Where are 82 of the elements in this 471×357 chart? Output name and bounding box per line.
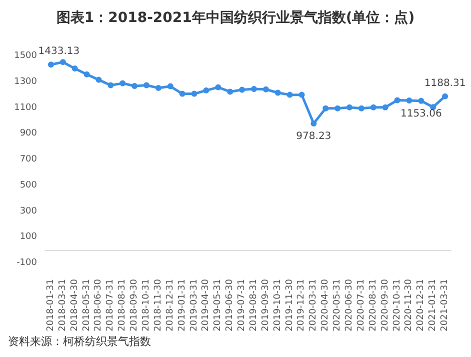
x-tick-label: 2018-09-30 — [130, 278, 140, 332]
point — [48, 62, 54, 68]
y-tick-label: 900 — [20, 128, 38, 139]
point — [167, 83, 174, 90]
x-tick-label: 2020-08-31 — [368, 279, 378, 332]
point — [120, 80, 126, 86]
x-tick-label: 2020-09-30 — [380, 278, 390, 332]
point — [334, 105, 341, 112]
x-tick-label: 2021-03-31 — [440, 279, 450, 332]
y-tick-label: 100 — [20, 232, 38, 242]
text: 资料来源：柯桥纺织景气指数 — [8, 335, 151, 348]
y-tick-label: 300 — [20, 206, 38, 216]
x-tick-label: 2020-04-30 — [320, 278, 331, 332]
y-tick-label: 500 — [20, 180, 38, 190]
x-tick-label: 2019-04-30 — [201, 278, 212, 332]
point — [394, 97, 400, 104]
x-tick-label: 2019-07-31 — [237, 279, 248, 332]
point — [250, 86, 257, 92]
point — [96, 76, 102, 83]
x-tick-label: 2019-06-30 — [225, 278, 236, 332]
point — [274, 90, 281, 96]
x-tick-label: 2019-12-31 — [296, 279, 307, 332]
y-tick-label: 700 — [20, 154, 38, 164]
point — [155, 84, 162, 91]
x-tick-label: 2018-04-30 — [70, 278, 80, 332]
x-tick-label: 2019-09-30 — [260, 278, 271, 332]
x-tick-label: 2020-11-30 — [404, 278, 414, 332]
point — [227, 88, 234, 95]
x-tick-label: 2018-10-31 — [142, 279, 152, 332]
point — [191, 90, 198, 97]
point — [262, 86, 269, 92]
point — [322, 105, 329, 112]
point — [382, 104, 388, 110]
point — [310, 120, 317, 126]
y-tick-label: 1500 — [14, 51, 38, 61]
data-label: 978.23 — [296, 131, 332, 142]
point — [346, 104, 352, 110]
x-tick-label: 2019-11-30 — [284, 278, 295, 332]
x-tick-label: 2020-07-31 — [356, 279, 366, 332]
point — [144, 82, 150, 88]
point — [358, 105, 364, 112]
x-tick-label: 2019-01-31 — [177, 279, 188, 332]
x-tick-label: 2020-05-31 — [332, 279, 343, 332]
chart-title: 图表1：2018-2021年中国纺织行业景气指数(单位：点) — [56, 9, 415, 26]
point — [286, 92, 293, 98]
point — [108, 82, 114, 88]
x-tick-label: 2019-03-31 — [189, 279, 200, 332]
x-tick-label: 2018-07-31 — [106, 279, 116, 332]
x-tick-label: 2019-05-31 — [213, 279, 224, 332]
x-tick-label: 2018-01-31 — [46, 279, 56, 332]
point — [60, 59, 66, 66]
x-tick-label: 2018-03-31 — [58, 279, 68, 332]
x-tick-label: 2020-10-31 — [392, 279, 402, 332]
point — [179, 90, 186, 97]
y-tick-label: 1300 — [14, 76, 38, 87]
point — [370, 104, 376, 110]
point — [203, 87, 210, 94]
data-label: 1188.31 — [424, 78, 466, 89]
point — [132, 83, 138, 90]
point — [298, 92, 305, 98]
point — [406, 98, 412, 104]
point — [84, 71, 90, 78]
point — [442, 93, 448, 100]
point — [72, 66, 78, 72]
x-tick-label: 2018-11-30 — [153, 278, 164, 332]
y-tick-label: -100 — [16, 258, 38, 268]
point — [239, 86, 246, 93]
x-tick-label: 2019-08-31 — [248, 279, 259, 332]
x-tick-label: 2018-08-31 — [118, 279, 128, 332]
x-tick-label: 2020-06-30 — [344, 278, 354, 332]
x-tick-label: 2018-05-31 — [82, 279, 92, 332]
y-tick-label: 1100 — [14, 102, 38, 113]
x-tick-label: 2021-01-31 — [428, 279, 438, 332]
x-tick-label: 2020-03-31 — [308, 279, 319, 332]
point — [418, 98, 424, 104]
x-tick-label: 2018-12-31 — [165, 279, 176, 332]
x-tick-label: 2020-12-31 — [416, 279, 426, 332]
point — [215, 84, 222, 90]
x-tick-label: 2018-06-30 — [94, 278, 104, 332]
x-tick-label: 2019-10-31 — [272, 279, 283, 332]
data-label: 1433.13 — [38, 46, 80, 58]
data-label: 1153.06 — [400, 108, 442, 120]
